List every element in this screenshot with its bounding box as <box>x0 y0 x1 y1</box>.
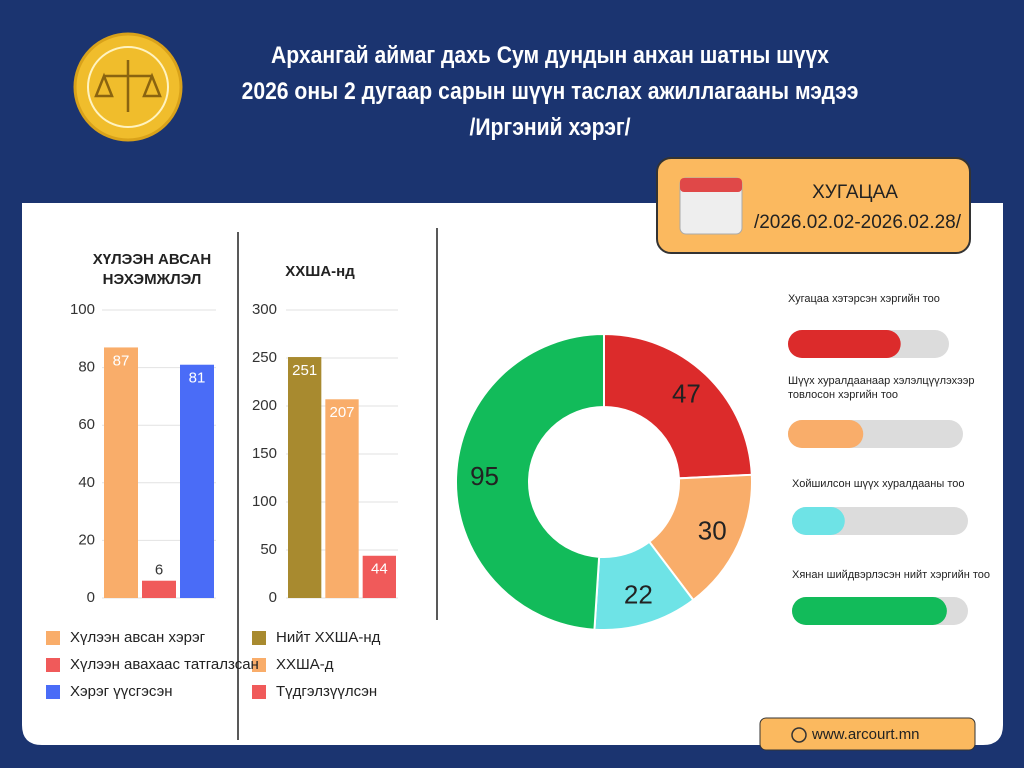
value-label: 95 <box>470 461 499 491</box>
legend-label: Хугацаа хэтэрсэн хэргийн тоо <box>788 293 940 305</box>
legend-label: Хүлээн авахаас татгалзсан <box>70 656 259 673</box>
chart-title: ХҮЛЭЭН АВСАН НЭХЭМЖЛЭЛ <box>92 251 212 288</box>
donut-slice <box>603 332 753 480</box>
value-label: 47 <box>672 378 701 408</box>
y-tick-label: 50 <box>260 541 277 558</box>
value-label: 81 <box>189 370 206 387</box>
legend-swatch <box>252 658 266 672</box>
y-tick-label: 300 <box>252 301 277 318</box>
title-line: /Иргэний хэрэг/ <box>469 114 631 141</box>
y-tick-label: 80 <box>78 359 95 376</box>
logo-scales <box>94 60 162 112</box>
bar <box>325 399 359 598</box>
bar <box>104 347 138 598</box>
legend-label: Шүүх хуралдаанаар хэлэлцүүлэхээр товлосо… <box>788 375 975 401</box>
legend-label: Түдгэлзүүлсэн <box>276 683 378 700</box>
legend-label: Хүлээн авсан хэрэг <box>70 629 206 646</box>
y-tick-label: 20 <box>78 531 95 548</box>
calendar-top <box>680 178 742 192</box>
bar <box>142 580 176 598</box>
y-tick-label: 0 <box>87 589 95 606</box>
website: www.arcourt.mn <box>812 726 920 743</box>
value-label: 30 <box>698 515 727 545</box>
value-label: 6 <box>155 562 163 579</box>
y-tick-label: 0 <box>269 589 277 606</box>
y-tick-label: 60 <box>78 416 95 433</box>
y-tick-label: 200 <box>252 397 277 414</box>
legend-label: Хэрэг үүсгэсэн <box>70 683 173 700</box>
bar <box>288 357 322 598</box>
donut-slice <box>454 332 605 631</box>
y-tick-label: 40 <box>78 474 95 491</box>
period-range: /2026.02.02-2026.02.28/ <box>753 212 962 233</box>
legend-fill <box>788 420 864 448</box>
period-label: ХУГАЦАА <box>812 182 898 203</box>
legend-swatch <box>252 685 266 699</box>
legend-swatch <box>46 658 60 672</box>
globe-icon <box>791 727 807 743</box>
legend-fill <box>792 597 947 625</box>
y-tick-label: 100 <box>70 301 95 318</box>
value-label: 251 <box>292 362 317 379</box>
legend-label: Хойшилсон шүүх хуралдааны тоо <box>792 478 965 490</box>
legend-swatch <box>252 631 266 645</box>
bar <box>362 555 396 598</box>
bar <box>180 364 214 598</box>
value-label: 87 <box>113 352 130 369</box>
value-label: 22 <box>624 579 653 609</box>
legend-fill <box>792 507 845 535</box>
y-tick-label: 150 <box>252 445 277 462</box>
value-label: 207 <box>329 404 354 421</box>
legend-swatch <box>46 631 60 645</box>
legend-fill <box>788 330 901 358</box>
footer-box <box>759 717 976 751</box>
legend-label: Нийт ХХША-нд <box>276 629 381 646</box>
title-line: 2026 оны 2 дугаар сарын шүүн таслах ажил… <box>241 78 859 105</box>
legend-swatch <box>46 685 60 699</box>
chart-title: ХХША-нд <box>285 263 355 280</box>
title-line: Архангай аймаг дахь Сум дундын анхан шат… <box>270 42 830 69</box>
logo-ring <box>87 46 169 128</box>
value-label: 44 <box>371 561 388 578</box>
legend-label: Хянан шийдвэрлэсэн нийт хэргийн тоо <box>792 569 991 581</box>
y-tick-label: 250 <box>252 349 277 366</box>
y-tick-label: 100 <box>252 493 277 510</box>
legend-label: ХХША-д <box>276 656 334 673</box>
